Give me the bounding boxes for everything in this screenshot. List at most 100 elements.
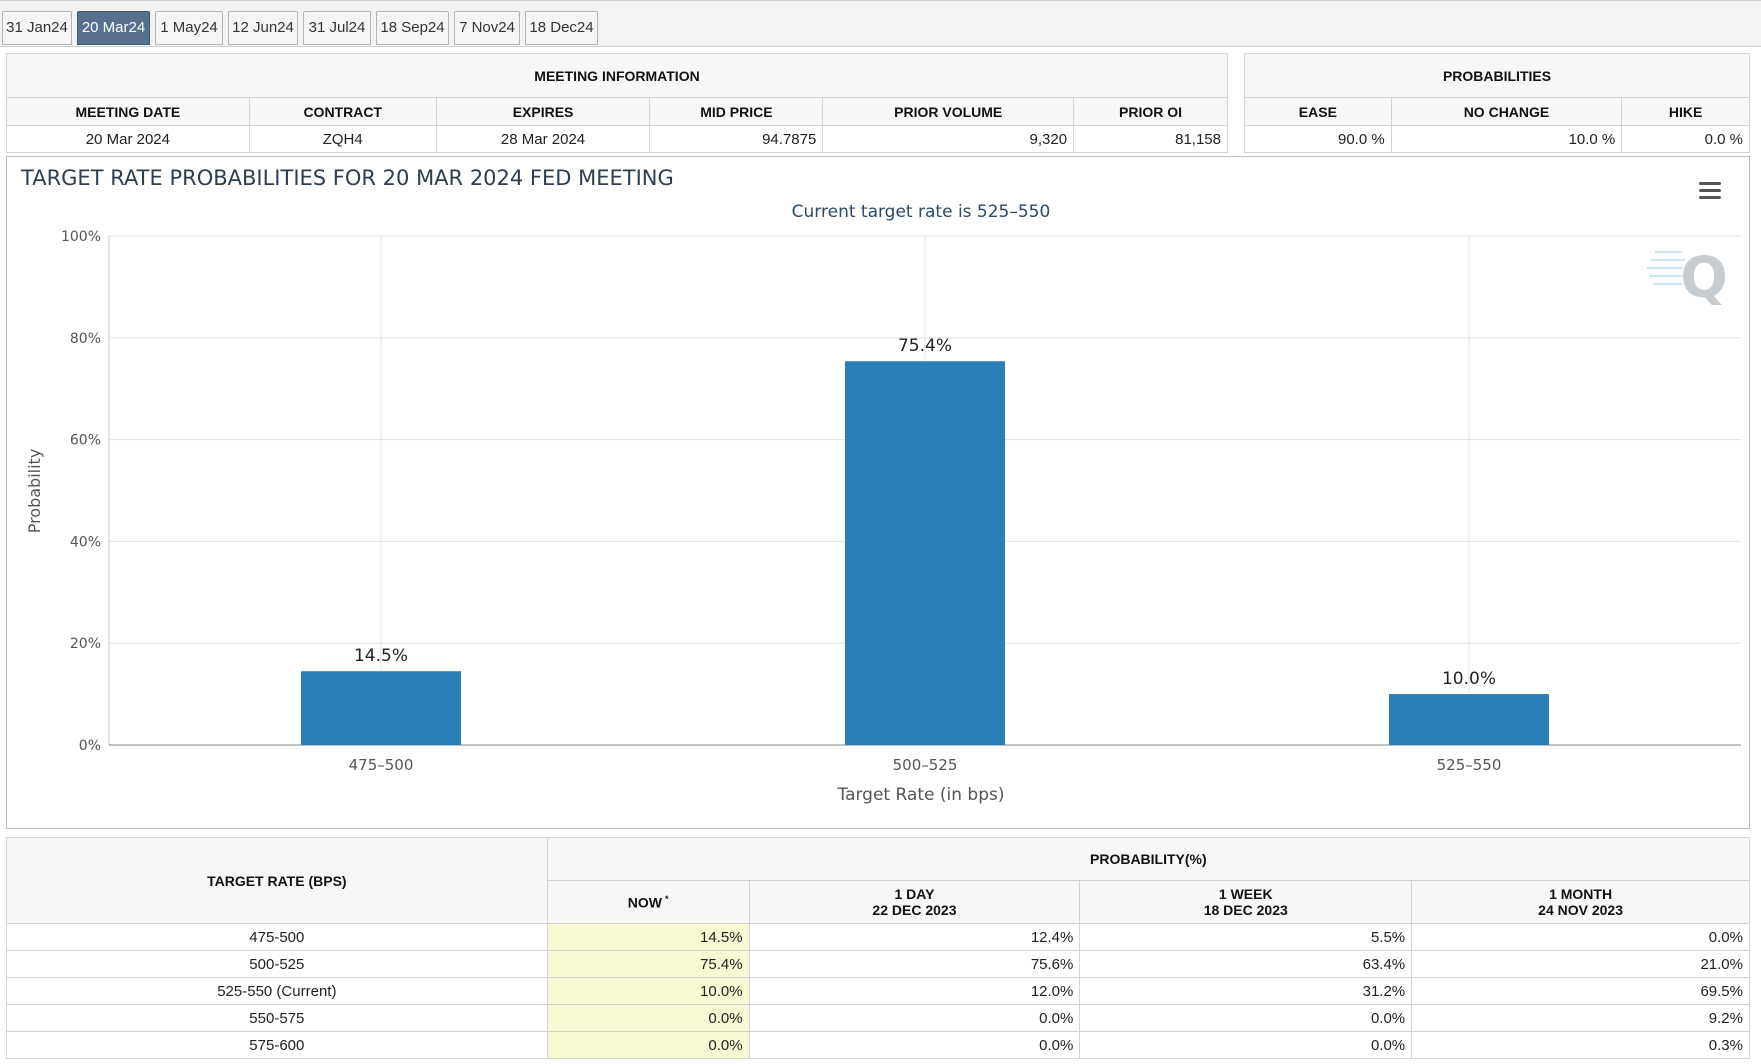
col-1-week: 1 WEEK 18 DEC 2023 — [1079, 880, 1413, 924]
tab-20-mar24[interactable]: 20 Mar24 — [77, 11, 150, 45]
ease-value: 90.0 % — [1244, 125, 1392, 153]
x-tick-label: 525–550 — [1437, 756, 1502, 774]
bar-475–500 — [301, 671, 461, 745]
month-cell: 0.3% — [1411, 1031, 1750, 1059]
meeting-information-heading: MEETING INFORMATION — [6, 53, 1228, 98]
now-cell: 14.5% — [546, 923, 750, 951]
rate-cell: 500-525 — [6, 950, 548, 978]
month-cell: 9.2% — [1411, 1004, 1750, 1032]
no-change-value: 10.0 % — [1390, 125, 1623, 153]
watermark-logo: Q — [1647, 246, 1728, 311]
table-row: 550-575 0.0% 0.0% 0.0% 9.2% — [6, 1004, 1750, 1032]
x-axis-title: Target Rate (in bps) — [837, 785, 1005, 805]
chart-subtitle: Current target rate is 525–550 — [792, 202, 1051, 222]
rate-cell: 475-500 — [6, 923, 548, 951]
prior-volume-value: 9,320 — [822, 125, 1075, 153]
month-cell: 69.5% — [1411, 977, 1750, 1005]
period-date: 18 DEC 2023 — [1203, 902, 1288, 918]
hike-value: 0.0 % — [1621, 125, 1750, 153]
probabilities-heading: PROBABILITIES — [1244, 53, 1750, 98]
meeting-tabs: 31 Jan24 20 Mar24 1 May24 12 Jun24 31 Ju… — [0, 0, 1761, 47]
probability-header: PROBABILITY(%) — [546, 837, 1751, 881]
now-label: NOW — [627, 894, 662, 911]
hamburger-menu-icon[interactable] — [1693, 179, 1727, 209]
tab-31-jul24[interactable]: 31 Jul24 — [303, 11, 371, 45]
period-date: 22 DEC 2023 — [872, 902, 957, 918]
y-tick-label: 20% — [70, 636, 101, 652]
period-label: 1 DAY — [894, 886, 935, 902]
y-tick-label: 60% — [70, 433, 101, 449]
col-meeting-date: MEETING DATE — [6, 97, 250, 126]
tab-31-jan24[interactable]: 31 Jan24 — [2, 11, 72, 45]
x-tick-label: 475–500 — [349, 756, 414, 774]
data-label: 75.4% — [898, 336, 952, 356]
now-cell: 10.0% — [546, 977, 750, 1005]
day-cell: 0.0% — [748, 1031, 1081, 1059]
day-cell: 12.4% — [748, 923, 1081, 951]
meeting-date-value: 20 Mar 2024 — [6, 125, 250, 153]
table-row: 20 Mar 2024 ZQH4 28 Mar 2024 94.7875 9,3… — [6, 125, 1228, 153]
target-rate-header: TARGET RATE (BPS) — [6, 837, 548, 924]
col-hike: HIKE — [1621, 97, 1750, 126]
now-footnote-mark: * — [664, 893, 669, 904]
bar-500–525 — [845, 361, 1005, 745]
y-tick-label: 0% — [79, 738, 101, 754]
col-mid-price: MID PRICE — [649, 97, 824, 126]
probabilities-table: PROBABILITIES EASE NO CHANGE HIKE 90.0 %… — [1244, 53, 1750, 153]
tab-18-sep24[interactable]: 18 Sep24 — [376, 11, 449, 45]
target-rate-chart-panel: TARGET RATE PROBABILITIES FOR 20 MAR 202… — [6, 156, 1750, 829]
contract-value: ZQH4 — [248, 125, 437, 153]
day-cell: 12.0% — [748, 977, 1081, 1005]
tab-7-nov24[interactable]: 7 Nov24 — [454, 11, 520, 45]
prior-oi-value: 81,158 — [1073, 125, 1228, 153]
month-cell: 21.0% — [1411, 950, 1750, 978]
week-cell: 63.4% — [1079, 950, 1413, 978]
y-tick-label: 100% — [61, 229, 101, 245]
table-row: 575-600 0.0% 0.0% 0.0% 0.3% — [6, 1031, 1750, 1059]
now-cell: 0.0% — [546, 1031, 750, 1059]
y-axis-title: Probability — [25, 449, 44, 534]
y-tick-label: 80% — [70, 331, 101, 347]
y-tick-label: 40% — [70, 534, 101, 550]
col-contract: CONTRACT — [248, 97, 437, 126]
data-label: 14.5% — [354, 646, 408, 666]
mid-price-value: 94.7875 — [649, 125, 824, 153]
col-1-day: 1 DAY 22 DEC 2023 — [748, 880, 1081, 924]
bar-525–550 — [1389, 694, 1549, 745]
tab-18-dec24[interactable]: 18 Dec24 — [525, 11, 598, 45]
x-tick-label: 500–525 — [893, 756, 958, 774]
expires-value: 28 Mar 2024 — [435, 125, 651, 153]
meeting-information-table: MEETING INFORMATION MEETING DATE CONTRAC… — [6, 53, 1228, 153]
tab-12-jun24[interactable]: 12 Jun24 — [228, 11, 298, 45]
period-label: 1 WEEK — [1218, 886, 1273, 902]
period-label: 1 MONTH — [1549, 886, 1613, 902]
rate-cell: 575-600 — [6, 1031, 548, 1059]
col-now: NOW * — [546, 880, 750, 924]
week-cell: 5.5% — [1079, 923, 1413, 951]
plot-area: 0% 20% 40% 60% 80% 100% 14.5% 475–500 75.4% 500–5… — [61, 229, 1741, 774]
now-cell: 75.4% — [546, 950, 750, 978]
table-row: 475-500 14.5% 12.4% 5.5% 0.0% — [6, 923, 1750, 951]
table-row: 90.0 % 10.0 % 0.0 % — [1244, 125, 1750, 153]
tab-1-may24[interactable]: 1 May24 — [155, 11, 223, 45]
col-ease: EASE — [1244, 97, 1392, 126]
day-cell: 0.0% — [748, 1004, 1081, 1032]
rate-cell: 550-575 — [6, 1004, 548, 1032]
now-cell: 0.0% — [546, 1004, 750, 1032]
col-no-change: NO CHANGE — [1390, 97, 1623, 126]
month-cell: 0.0% — [1411, 923, 1750, 951]
data-label: 10.0% — [1442, 669, 1496, 689]
week-cell: 0.0% — [1079, 1004, 1413, 1032]
week-cell: 31.2% — [1079, 977, 1413, 1005]
watermark-letter: Q — [1680, 246, 1728, 311]
table-row: 525-550 (Current) 10.0% 12.0% 31.2% 69.5… — [6, 977, 1750, 1005]
col-expires: EXPIRES — [435, 97, 651, 126]
rate-cell: 525-550 (Current) — [6, 977, 548, 1005]
period-date: 24 NOV 2023 — [1538, 902, 1623, 918]
table-row: 500-525 75.4% 75.6% 63.4% 21.0% — [6, 950, 1750, 978]
target-rate-chart: TARGET RATE PROBABILITIES FOR 20 MAR 202… — [20, 166, 1741, 805]
target-rate-probability-table: TARGET RATE (BPS) PROBABILITY(%) NOW * 1 … — [6, 837, 1751, 1059]
day-cell: 75.6% — [748, 950, 1081, 978]
col-prior-oi: PRIOR OI — [1073, 97, 1228, 126]
col-1-month: 1 MONTH 24 NOV 2023 — [1411, 880, 1750, 924]
